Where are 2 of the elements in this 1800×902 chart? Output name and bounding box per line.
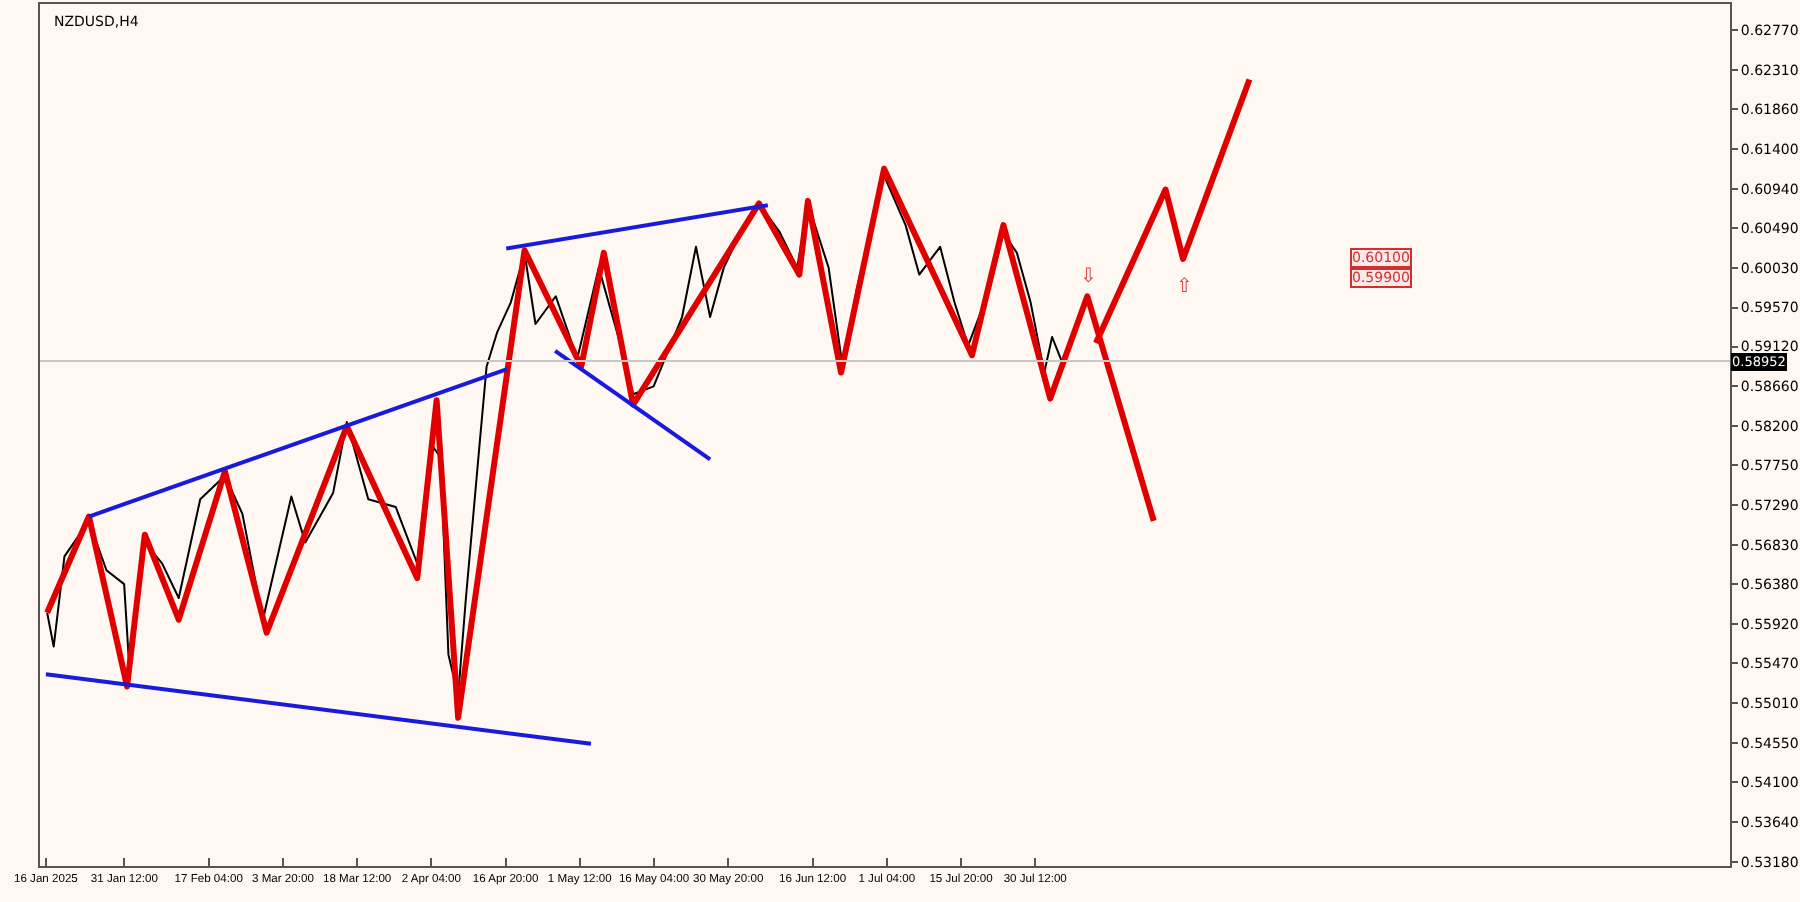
annotation: ⇧ <box>1176 276 1193 298</box>
annotation: ⇩ <box>1080 266 1097 288</box>
